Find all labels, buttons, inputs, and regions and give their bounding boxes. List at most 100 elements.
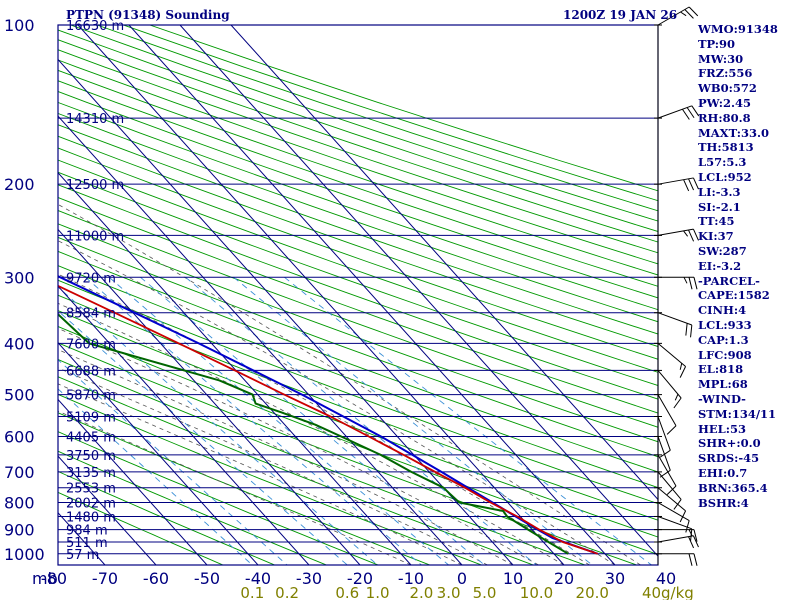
wind-barb-flag	[674, 393, 679, 401]
mixing-ratio-unit: g/kg	[661, 584, 694, 600]
moist-adiabat-line	[58, 302, 565, 565]
mixing-ratio-label: 1.0	[366, 584, 390, 600]
mixing-ratio-label: 40	[642, 584, 661, 600]
wind-barb-staff	[657, 312, 692, 326]
index-item: SW:287	[698, 243, 747, 258]
wind-barb-staff	[657, 394, 677, 427]
index-item: EL:818	[698, 362, 744, 377]
dry-adiabat-line	[58, 236, 658, 458]
pressure-tick-label: 700	[4, 463, 35, 482]
wind-barb-flag	[685, 323, 688, 336]
wind-barb	[654, 535, 699, 549]
wind-barb-flag	[666, 485, 677, 495]
mixing-ratio-line	[185, 276, 537, 565]
index-item: SRDS:-45	[698, 451, 760, 466]
wind-barb-staff	[657, 342, 686, 367]
wind-barb-staff	[657, 105, 692, 119]
temperature-tick-label: 20	[554, 569, 574, 588]
mixing-ratio-label: 0.2	[275, 584, 299, 600]
indices-panel: WMO:91348 TP:90 MW:30 FRZ:556 WB0:572 PW:2.45…	[698, 22, 798, 510]
mixing-ratio-label: 0.6	[335, 584, 359, 600]
wind-barb-flag	[683, 277, 688, 284]
index-item: MW:30	[698, 51, 744, 66]
index-item: TT:45	[698, 214, 735, 229]
wind-barb-flag	[693, 553, 698, 566]
wind-barb-staff	[657, 370, 682, 399]
temperature-tick-label: 10	[503, 569, 523, 588]
wind-barb-staff	[657, 177, 694, 185]
dry-adiabat-line	[58, 101, 658, 311]
dry-adiabat-line	[58, 80, 658, 287]
height-label: 6688 m	[66, 364, 116, 379]
index-item: TH:5813	[698, 140, 754, 155]
index-item: LCL:952	[698, 169, 752, 184]
wind-barb-flag	[692, 228, 699, 241]
mixing-ratio-label: 5.0	[473, 584, 497, 600]
index-item: MAXT:33.0	[698, 125, 769, 140]
isotherm-line	[179, 25, 658, 557]
height-label: 2002 m	[66, 497, 116, 512]
temperature-tick-label: -10	[398, 569, 424, 588]
temperature-tick-label: -70	[92, 569, 118, 588]
wind-barb-flag	[690, 528, 693, 542]
height-label: 9720 m	[66, 271, 116, 286]
height-label: 5870 m	[66, 389, 116, 404]
dry-adiabat-line	[58, 59, 658, 265]
mixing-ratio-line	[58, 359, 288, 565]
index-item: -WIND-	[698, 391, 746, 406]
height-label: 5109 m	[66, 411, 116, 426]
wind-barb-flag	[682, 108, 690, 120]
wind-barb-flag	[659, 449, 671, 458]
index-item: L57:5.3	[698, 155, 747, 170]
height-label: 7600 m	[66, 337, 116, 352]
temperature-tick-label: 0	[457, 569, 467, 588]
wind-barb-flag	[683, 179, 690, 192]
wind-barb	[654, 105, 700, 120]
index-item: SI:-2.1	[698, 199, 741, 214]
dry-adiabat-line	[58, 223, 658, 443]
isotherm-line	[0, 25, 54, 565]
index-item: RH:80.8	[698, 110, 751, 125]
index-item: -PARCEL-	[698, 273, 760, 288]
mixing-ratio-label: 2.0	[410, 584, 434, 600]
wind-barb	[654, 553, 698, 566]
isotherm-line	[58, 115, 463, 565]
wind-barb	[654, 435, 671, 478]
wind-barb	[654, 487, 687, 523]
moist-adiabat-line	[58, 349, 514, 565]
plot-area	[0, 25, 658, 565]
index-item: TP:90	[698, 36, 736, 51]
wind-barb-flag	[686, 107, 695, 119]
wind-barb	[654, 454, 677, 495]
temperature-tick-label: -50	[194, 569, 220, 588]
index-item: MPL:68	[698, 377, 748, 392]
moist-adiabat-line	[58, 203, 641, 565]
wind-barb-staff	[657, 6, 690, 26]
wind-barb	[654, 342, 687, 378]
index-item: CINH:4	[698, 303, 747, 318]
dry-adiabat-line	[58, 294, 658, 521]
index-item: WMO:91348	[698, 22, 778, 36]
isotherm-line	[128, 25, 616, 565]
wind-barb-flag	[693, 529, 698, 542]
temperature-tick-label: -60	[143, 569, 169, 588]
dry-adiabat-line	[58, 159, 658, 373]
index-item: PW:2.45	[698, 95, 752, 110]
isotherm-line	[77, 25, 565, 565]
height-label: 14310 m	[66, 112, 124, 127]
wind-barb-flag	[679, 366, 687, 378]
height-label: 11000 m	[66, 229, 124, 244]
index-item: BSHR:4	[698, 495, 749, 510]
isotherm-line	[58, 455, 157, 565]
wind-barb-staff	[657, 487, 686, 512]
wind-barb	[654, 177, 699, 192]
index-item: HEL:53	[698, 421, 746, 436]
dewpoint-line	[58, 312, 569, 555]
pressure-unit-label: mb	[32, 569, 58, 588]
mixing-ratio-line	[108, 276, 449, 565]
mixing-ratio-line	[140, 276, 485, 565]
height-label: 8584 m	[66, 307, 116, 322]
height-label: 3135 m	[66, 466, 116, 481]
wind-barb	[654, 515, 693, 542]
